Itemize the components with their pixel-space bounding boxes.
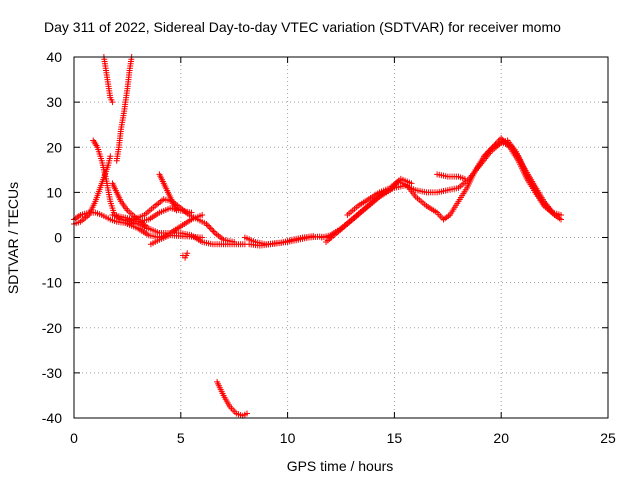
data-point	[207, 225, 214, 232]
y-tick-label: 40	[46, 49, 62, 65]
series-arc-18	[434, 171, 468, 182]
series-arc-16	[318, 137, 565, 241]
chart-title: Day 311 of 2022, Sidereal Day-to-day VTE…	[44, 19, 561, 35]
x-tick-label: 25	[600, 430, 616, 446]
x-tick-label: 5	[177, 430, 185, 446]
y-tick-label: -20	[42, 320, 62, 336]
x-tick-label: 15	[387, 430, 403, 446]
data-point	[408, 180, 415, 187]
x-tick-label: 0	[70, 430, 78, 446]
data-point	[199, 211, 206, 218]
data-point	[558, 211, 565, 218]
data-points	[71, 54, 565, 419]
data-point	[204, 222, 211, 229]
series-arc-19	[344, 175, 415, 218]
y-tick-label: -30	[42, 365, 62, 381]
series-arc-9	[124, 205, 195, 225]
y-tick-label: -40	[42, 410, 62, 426]
data-point	[206, 223, 213, 230]
data-point	[310, 233, 317, 240]
series-arc-10	[156, 171, 180, 214]
x-axis-label: GPS time / hours	[287, 458, 394, 474]
series-arc-20	[481, 139, 558, 218]
grid-lines	[74, 57, 608, 418]
series-arc-11	[147, 232, 206, 248]
data-point	[188, 209, 195, 216]
y-axis-label: SDTVAR / TECUs	[5, 182, 21, 294]
x-tick-label: 10	[280, 430, 296, 446]
data-point	[173, 207, 180, 214]
data-point	[461, 175, 468, 182]
y-tick-label: -10	[42, 275, 62, 291]
x-axis-ticks: 0 5 10 15 20 25	[70, 57, 616, 446]
data-point	[109, 99, 116, 106]
y-tick-label: 30	[46, 94, 62, 110]
series-arc-5	[113, 54, 135, 164]
data-point	[231, 239, 238, 246]
data-point	[551, 211, 558, 218]
series-arc-12	[179, 250, 191, 261]
data-point	[184, 250, 191, 257]
x-tick-label: 20	[493, 430, 509, 446]
y-tick-label: 20	[46, 139, 62, 155]
data-point	[199, 234, 206, 241]
data-point	[210, 228, 217, 235]
series-arc-15	[246, 233, 317, 249]
y-tick-label: 0	[54, 230, 62, 246]
data-point	[244, 410, 251, 417]
series-arc-13	[214, 378, 251, 419]
data-point	[107, 153, 114, 160]
y-axis-ticks: -40 -30 -20 -10 0 10 20 30 40	[42, 49, 608, 426]
series-arc-4	[100, 54, 116, 106]
y-tick-label: 10	[46, 184, 62, 200]
data-point	[209, 226, 216, 233]
